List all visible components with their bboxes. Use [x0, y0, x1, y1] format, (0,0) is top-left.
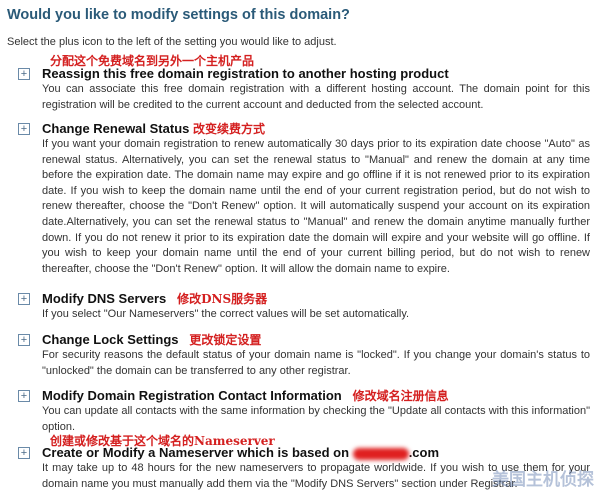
setting-desc: You can associate this free domain regis… — [42, 83, 590, 111]
setting-renewal: + Change Renewal Status 改变续费方式 If you wa… — [18, 121, 590, 277]
setting-desc: For security reasons the default status … — [42, 349, 590, 377]
setting-dns: + Modify DNS Servers 修改DNS服务器 If you sel… — [18, 291, 590, 323]
setting-nameserver: + Create or Modify a Nameserver which is… — [18, 445, 590, 492]
annotation-nameserver: 创建或修改基于这个域名的Nameserver — [50, 434, 275, 448]
setting-lock: + Change Lock Settings 更改锁定设置 For securi… — [18, 332, 590, 379]
plus-icon[interactable]: + — [18, 334, 30, 346]
intro-text: Select the plus icon to the left of the … — [7, 36, 337, 48]
setting-desc: It may take up to 48 hours for the new n… — [42, 462, 590, 490]
annotation-contact: 修改域名注册信息 — [352, 389, 449, 403]
plus-icon[interactable]: + — [18, 68, 30, 80]
plus-icon[interactable]: + — [18, 293, 30, 305]
annotation-reassign: 分配这个免费域名到另外一个主机产品 — [50, 54, 255, 68]
setting-title[interactable]: Change Renewal Status — [42, 121, 190, 136]
setting-contact: + Modify Domain Registration Contact Inf… — [18, 388, 590, 435]
setting-desc: If you want your domain registration to … — [42, 138, 590, 275]
annotation-renewal: 改变续费方式 — [193, 122, 266, 136]
setting-desc: If you select "Our Nameservers" the corr… — [42, 308, 410, 320]
page-heading: Would you like to modify settings of thi… — [7, 7, 350, 23]
plus-icon[interactable]: + — [18, 123, 30, 135]
plus-icon[interactable]: + — [18, 390, 30, 402]
annotation-lock: 更改锁定设置 — [189, 333, 262, 347]
redacted-domain — [352, 447, 409, 460]
setting-desc: You can update all contacts with the sam… — [42, 405, 590, 433]
watermark: 美国主机侦探 — [492, 470, 594, 490]
annotation-dns: 修改DNS服务器 — [177, 292, 268, 306]
title-suffix: .com — [408, 445, 440, 460]
setting-reassign: + Reassign this free domain registration… — [18, 66, 590, 113]
setting-title[interactable]: Reassign this free domain registration t… — [42, 66, 449, 81]
plus-icon[interactable]: + — [18, 447, 30, 459]
setting-title[interactable]: Modify Domain Registration Contact Infor… — [42, 388, 342, 403]
setting-title[interactable]: Modify DNS Servers — [42, 291, 167, 306]
setting-title[interactable]: Create or Modify a Nameserver which is b… — [42, 445, 350, 460]
setting-title[interactable]: Change Lock Settings — [42, 332, 179, 347]
